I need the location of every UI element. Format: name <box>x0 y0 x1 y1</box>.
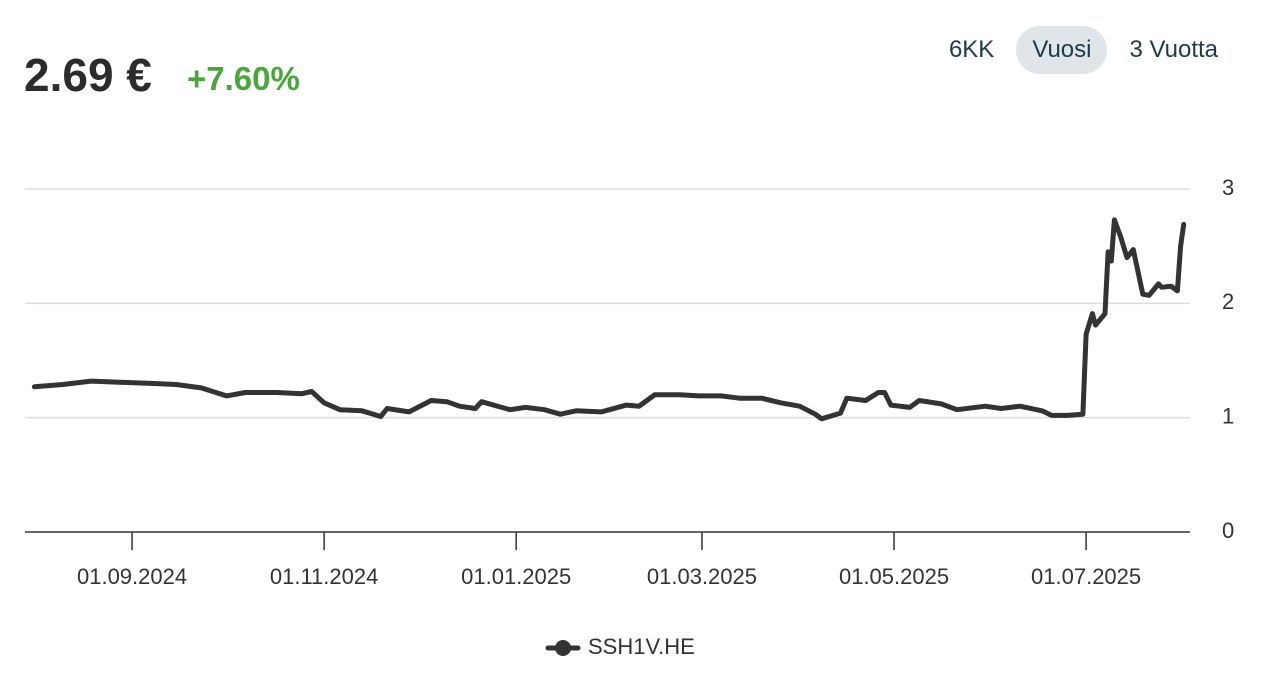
x-tick-label: 01.11.2024 <box>270 564 378 589</box>
x-tick-label: 01.07.2025 <box>1031 564 1141 589</box>
price: 2.69 € <box>24 49 152 101</box>
range-button[interactable]: Vuosi <box>1016 26 1108 74</box>
x-tick-label: 01.01.2025 <box>461 564 571 589</box>
legend-label: SSH1V.HE <box>588 634 695 659</box>
x-tick-label: 01.09.2024 <box>77 564 187 589</box>
x-tick-label: 01.05.2025 <box>839 564 949 589</box>
price-line <box>31 217 1187 422</box>
range-selector: 6KK Vuosi 3 Vuotta <box>933 26 1234 74</box>
y-tick-label: 3 <box>1222 175 1234 200</box>
y-tick-label: 0 <box>1222 518 1234 543</box>
x-tick-label: 01.03.2025 <box>647 564 757 589</box>
price-change: +7.60% <box>187 60 300 97</box>
range-button[interactable]: 6KK <box>948 36 995 63</box>
y-tick-label: 1 <box>1222 403 1234 428</box>
legend-marker <box>555 640 571 656</box>
range-button[interactable]: 3 Vuotta <box>1129 36 1218 63</box>
y-tick-label: 2 <box>1222 289 1234 314</box>
